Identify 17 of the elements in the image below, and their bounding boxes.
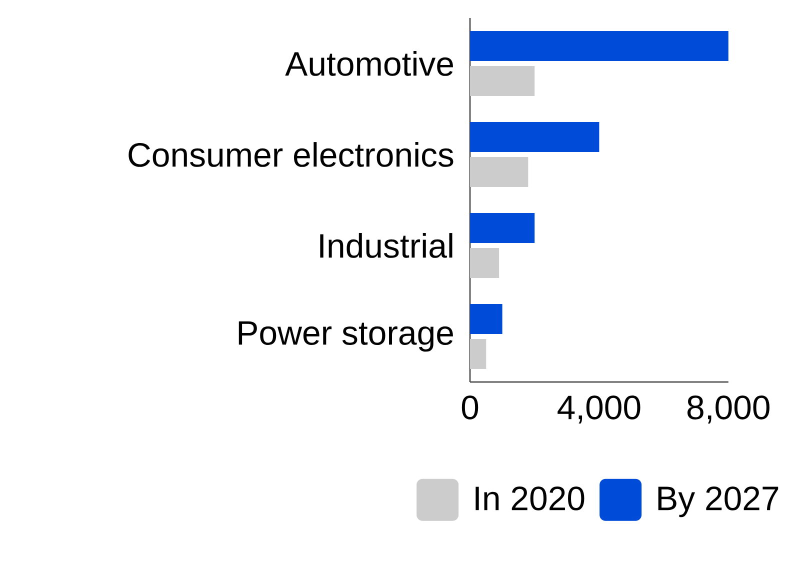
bar xyxy=(470,248,500,278)
legend-label: By 2027 xyxy=(658,486,778,518)
y-tick-label: Consumer electronics xyxy=(128,142,454,167)
bar xyxy=(470,304,502,334)
x-tick-label: 0 xyxy=(462,395,478,420)
bar xyxy=(470,122,600,152)
bar xyxy=(470,212,535,243)
bar xyxy=(470,338,486,369)
y-tick-label: Power storage xyxy=(238,321,453,352)
legend-label: In 2020 xyxy=(476,486,584,510)
bar xyxy=(470,66,535,96)
y-tick-label: Automotive xyxy=(285,51,453,76)
y-tick-label: Industrial xyxy=(320,233,452,258)
x-tick-label: 8,000 xyxy=(687,395,770,424)
bar xyxy=(470,30,728,61)
bar xyxy=(470,156,528,187)
x-tick-label: 4,000 xyxy=(558,395,640,424)
